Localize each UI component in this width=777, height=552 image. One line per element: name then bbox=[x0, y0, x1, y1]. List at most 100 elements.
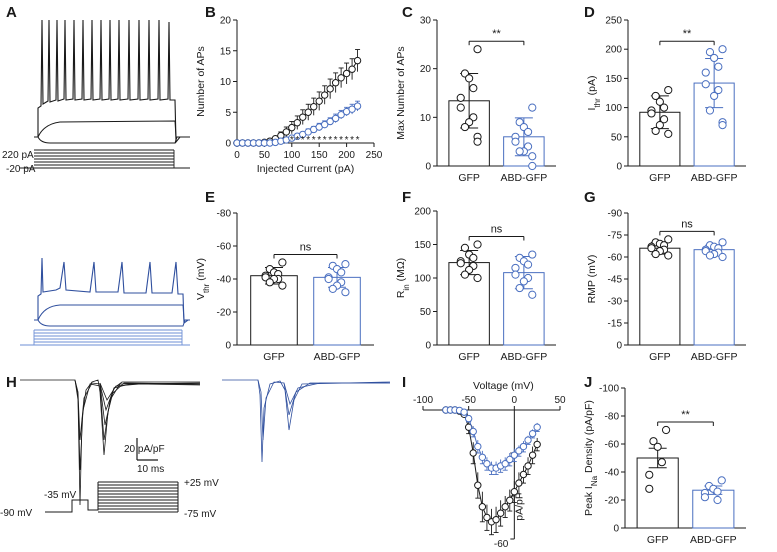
y-tick-label: 0 bbox=[616, 162, 622, 173]
y-axis-label: Max Number of APs bbox=[395, 46, 407, 139]
data-point-abd-gfp bbox=[718, 238, 727, 247]
data-point-abd-gfp bbox=[515, 447, 523, 455]
y-axis-label: Ithr (pA) bbox=[586, 75, 602, 110]
y-tick-label: 150 bbox=[414, 240, 431, 251]
data-point-gfp bbox=[664, 129, 673, 138]
y-tick-label: 200 bbox=[605, 45, 622, 56]
voltage-protocol bbox=[45, 481, 179, 513]
y-tick-label: -40 bbox=[605, 468, 620, 479]
data-point-abd-gfp bbox=[718, 252, 727, 262]
x-tick-label-abd-gfp: ABD-GFP bbox=[314, 351, 361, 363]
bar-gfp bbox=[639, 247, 681, 346]
y-axis-label-sub: Na bbox=[590, 475, 599, 486]
data-point-abd-gfp bbox=[705, 48, 715, 57]
data-point-gfp bbox=[506, 496, 514, 504]
data-point-abd-gfp bbox=[511, 263, 520, 273]
data-point-gfp bbox=[651, 91, 660, 101]
data-point-abd-gfp bbox=[501, 460, 509, 468]
y-axis-label-main: Peak I bbox=[583, 486, 595, 516]
y-tick-label: 150 bbox=[605, 74, 622, 85]
protocol-label-top: +25 mV bbox=[184, 478, 219, 489]
data-point-abd-gfp bbox=[341, 260, 350, 269]
gfp-current-traces bbox=[20, 379, 201, 506]
abd-subthreshold-trace bbox=[34, 304, 190, 321]
data-point-gfp bbox=[645, 470, 654, 479]
data-point-gfp bbox=[265, 278, 274, 287]
panel-label-g: G bbox=[584, 189, 596, 206]
gfp-hyperpolarized-trace bbox=[34, 136, 190, 144]
y-axis-label-main: V bbox=[195, 293, 207, 300]
x-tick-label-gfp: GFP bbox=[649, 351, 671, 363]
y-tick-label: -90 bbox=[608, 209, 623, 220]
data-point-abd-gfp bbox=[478, 453, 487, 461]
y-tick-label: -60 bbox=[494, 539, 509, 550]
data-point-abd-gfp bbox=[474, 442, 482, 451]
y-tick-label: -80 bbox=[217, 209, 232, 220]
x-tick-label-abd-gfp: ABD-GFP bbox=[501, 351, 548, 363]
panel-h: H 20 pA/pF 10 ms +25 mV bbox=[0, 374, 391, 520]
x-tick-label-gfp: GFP bbox=[263, 351, 285, 363]
panel-label-d: D bbox=[584, 4, 595, 21]
y-tick-label: -45 bbox=[608, 275, 623, 286]
data-point-abd-gfp bbox=[519, 277, 528, 286]
stim-label-bottom: -20 pA bbox=[6, 164, 36, 175]
series-line-gfp bbox=[237, 60, 358, 144]
significance-mark: * bbox=[339, 135, 343, 146]
data-point-gfp bbox=[483, 513, 491, 522]
data-point-abd-gfp bbox=[337, 111, 345, 119]
data-point-abd-gfp bbox=[511, 137, 520, 146]
significance-label: ns bbox=[300, 242, 312, 254]
y-axis-label-main: Number of APs bbox=[195, 46, 207, 117]
data-point-abd-gfp bbox=[464, 414, 473, 423]
significance-label: ns bbox=[491, 224, 503, 236]
data-point-abd-gfp bbox=[528, 161, 537, 171]
data-point-abd-gfp bbox=[700, 493, 710, 502]
panel-d: D 0 50 100 150 200 250 Ithr (pA) GFP ABD-GFP ** bbox=[584, 4, 746, 184]
scale-bar bbox=[136, 438, 158, 461]
x-tick-label-abd-gfp: ABD-GFP bbox=[691, 172, 738, 184]
y-tick-label: 0 bbox=[425, 162, 431, 173]
y-tick-label: 10 bbox=[420, 113, 432, 124]
significance-mark: * bbox=[323, 135, 327, 146]
data-point-abd-gfp bbox=[524, 436, 532, 444]
gfp-spike-train-trace bbox=[34, 19, 190, 144]
y-tick-label: 200 bbox=[414, 207, 431, 218]
abd-current-traces bbox=[222, 379, 391, 463]
significance-mark: * bbox=[356, 135, 360, 146]
significance-mark: * bbox=[301, 135, 305, 146]
x-tick-label: 100 bbox=[283, 150, 300, 161]
y-tick-label: 0 bbox=[225, 139, 231, 150]
data-point-abd-gfp bbox=[460, 408, 468, 416]
gfp-stimulus-steps bbox=[20, 149, 190, 169]
data-point-abd-gfp bbox=[528, 103, 537, 112]
data-point-gfp bbox=[659, 103, 669, 112]
protocol-label-hold: -90 mV bbox=[0, 508, 33, 519]
y-tick-label: -60 bbox=[608, 253, 623, 264]
data-point-gfp bbox=[460, 122, 470, 132]
y-tick-label: -75 bbox=[608, 231, 623, 242]
data-point-gfp bbox=[293, 119, 301, 127]
data-point-gfp bbox=[657, 458, 666, 467]
data-point-gfp bbox=[288, 123, 296, 132]
data-point-abd-gfp bbox=[528, 250, 537, 259]
data-point-abd-gfp bbox=[528, 429, 537, 438]
data-point-gfp bbox=[315, 97, 323, 105]
y-tick-label: -30 bbox=[608, 297, 623, 308]
y-axis-label: Peak INa Density (pA/pF) bbox=[583, 400, 599, 516]
data-point-gfp bbox=[528, 451, 537, 459]
significance-mark: * bbox=[306, 135, 310, 146]
panel-label-h: H bbox=[6, 374, 17, 391]
protocol-label-pre: -35 mV bbox=[44, 490, 77, 501]
data-point-abd-gfp bbox=[533, 423, 541, 431]
significance-mark: * bbox=[317, 135, 321, 146]
panel-f: F 0 50 100 150 200 Rin (MΩ) GFP ABD-GFP ns bbox=[395, 189, 556, 363]
data-point-gfp bbox=[342, 69, 351, 78]
y-tick-label: -80 bbox=[605, 412, 620, 423]
data-point-abd-gfp bbox=[710, 91, 719, 101]
data-point-abd-gfp bbox=[341, 288, 350, 297]
abd-stimulus-steps bbox=[20, 329, 190, 346]
data-point-gfp bbox=[647, 244, 656, 253]
data-point-abd-gfp bbox=[701, 80, 710, 89]
